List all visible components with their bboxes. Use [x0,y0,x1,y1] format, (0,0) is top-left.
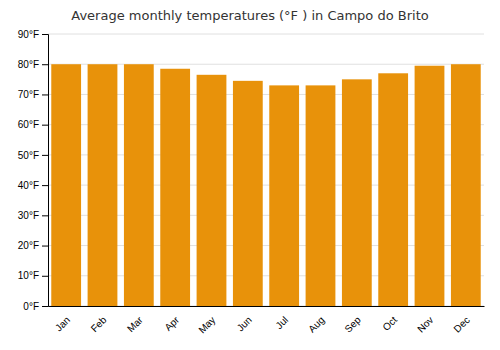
x-tick-label: Aug [306,314,326,334]
y-tick-mark [42,125,48,126]
y-axis-line [42,35,49,307]
bar [197,75,227,306]
y-tick-mark [42,34,48,35]
chart: 0°F 10°F 20°F 30°F 40°F 50°F 60°F 70°F 80°F 90°F J… [0,0,500,350]
bar [51,64,81,306]
x-tick: Jul [273,314,290,331]
x-tick: Dec [451,314,471,334]
y-tick-label: 20°F [18,240,39,251]
bars [51,64,480,306]
bar [342,79,372,306]
x-tick: Aug [306,314,326,334]
y-tick-label: 10°F [18,270,39,281]
bar [415,66,445,306]
bar [160,69,190,306]
bar [378,73,408,306]
bar [451,64,481,306]
x-tick: May [196,314,217,335]
x-axis: Jan Feb Mar Apr May Jun Jul Aug Sep Oct Nov Dec [49,307,485,336]
y-tick: 40°F [18,180,48,191]
y-tick-mark [42,215,48,216]
x-tick: Jan [53,314,72,333]
y-tick: 60°F [18,119,48,130]
y-tick: 90°F [18,29,48,40]
x-tick: Sep [342,314,363,335]
y-tick-mark [42,306,48,307]
y-tick-mark [42,64,48,65]
y-tick-label: 0°F [23,301,39,312]
x-tick: Nov [415,314,435,334]
x-tick-label: Apr [162,314,181,333]
y-tick-label: 30°F [18,210,39,221]
x-tick: Jun [235,314,254,333]
y-tick-label: 90°F [18,29,39,40]
grid [48,34,484,306]
bar [269,85,299,306]
x-tick-label: Mar [125,314,145,334]
x-tick-label: Jul [273,314,290,331]
y-tick: 80°F [18,59,48,70]
bar [306,85,336,306]
y-tick-mark [42,246,48,247]
x-tick-label: Jan [53,314,72,333]
y-tick-mark [42,185,48,186]
x-tick: Apr [162,314,181,333]
y-tick: 50°F [18,150,48,161]
y-tick-mark [42,276,48,277]
x-tick: Feb [89,314,109,334]
x-tick-label: Sep [342,314,363,335]
x-tick-label: Jun [235,314,254,333]
y-tick: 30°F [18,210,48,221]
y-tick-mark [42,94,48,95]
bar [88,64,118,306]
grid-line [48,34,484,35]
x-tick: Oct [380,314,399,333]
title: Average monthly temperatures (°F ) in Ca… [71,8,428,23]
y-tick: 20°F [18,240,48,251]
x-tick-label: Oct [380,314,399,333]
plot: 0°F 10°F 20°F 30°F 40°F 50°F 60°F 70°F 80°F 90°F J… [18,29,485,336]
y-tick-mark [42,155,48,156]
x-tick-label: Nov [415,314,435,334]
y-tick-label: 60°F [18,119,39,130]
x-tick-label: May [196,314,217,335]
y-axis: 0°F 10°F 20°F 30°F 40°F 50°F 60°F 70°F 80°F 90°F [18,29,49,312]
x-tick-label: Feb [89,314,109,334]
bar [233,81,263,306]
x-tick-label: Dec [451,314,471,334]
y-tick: 0°F [23,301,48,312]
bar [124,64,154,306]
x-axis-line [49,306,485,307]
y-tick: 10°F [18,270,48,281]
y-tick-label: 50°F [18,150,39,161]
y-tick-label: 70°F [18,89,39,100]
y-tick-label: 40°F [18,180,39,191]
y-tick: 70°F [18,89,48,100]
x-tick: Mar [125,314,145,334]
y-tick-label: 80°F [18,59,39,70]
